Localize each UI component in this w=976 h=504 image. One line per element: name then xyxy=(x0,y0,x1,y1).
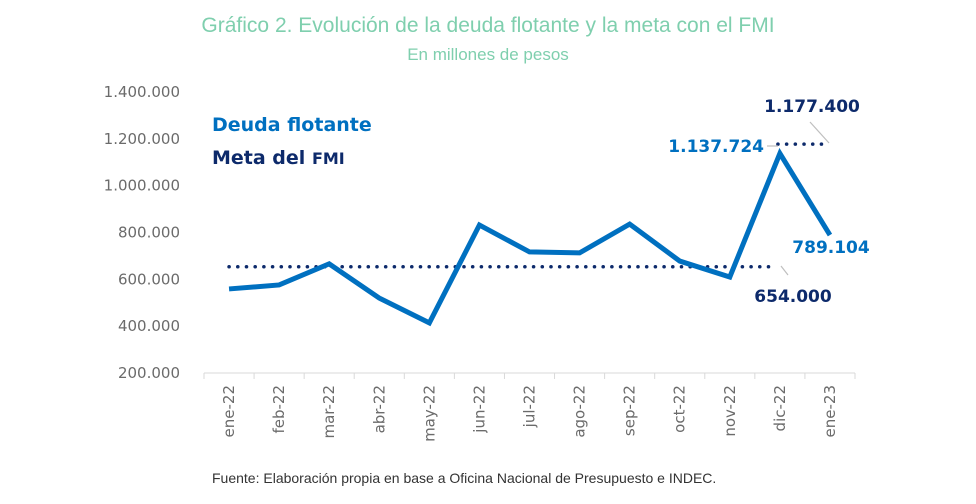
x-tick-label: nov-22 xyxy=(721,385,739,437)
y-tick-label: 1.200.000 xyxy=(104,130,180,148)
legend-meta-fmi: Meta del FMI xyxy=(212,147,345,169)
y-axis: 200.000 400.000 600.000 800.000 1.000.000 1.2… xyxy=(104,83,180,382)
leader-line xyxy=(809,121,830,144)
x-axis: ene-22 feb-22 mar-22 abr-22 may-22 jun-22 jul-… xyxy=(203,372,856,442)
annotation-deuda-ene23: 789.104 xyxy=(792,238,870,258)
y-tick-label: 600.000 xyxy=(118,270,180,288)
x-tick-label: ene-23 xyxy=(821,385,839,437)
deuda-flotante-series xyxy=(228,147,833,327)
x-tick-label: jul-22 xyxy=(521,385,539,428)
x-tick-label: feb-22 xyxy=(270,385,288,434)
leader-line xyxy=(780,265,789,276)
y-tick-label: 800.000 xyxy=(118,224,180,242)
x-tick-label: dic-22 xyxy=(771,385,789,431)
x-tick-label: mar-22 xyxy=(320,385,338,439)
legend-meta-fmi-abbr: FMI xyxy=(312,149,345,168)
deuda-flotante-line xyxy=(228,147,833,327)
x-tick-label: ago-22 xyxy=(571,385,589,438)
y-tick-label: 1.000.000 xyxy=(104,177,180,195)
annotation-meta-base: 654.000 xyxy=(754,287,832,307)
legend: Deuda flotante Meta del FMI xyxy=(212,114,372,169)
annotation-meta-dic: 1.177.400 xyxy=(764,97,860,117)
x-tick-label: sep-22 xyxy=(621,385,639,436)
x-tick-label: ene-22 xyxy=(220,385,238,437)
legend-meta-text: Meta del xyxy=(212,147,312,169)
y-tick-label: 1.400.000 xyxy=(104,83,180,101)
y-tick-label: 400.000 xyxy=(118,317,180,335)
chart-subtitle: En millones de pesos xyxy=(407,45,569,64)
meta-fmi-series xyxy=(227,142,827,269)
x-tick-label: oct-22 xyxy=(671,385,689,433)
y-tick-label: 200.000 xyxy=(118,364,180,382)
x-tick-label: jun-22 xyxy=(470,385,488,434)
x-tick-label: abr-22 xyxy=(370,385,388,433)
chart-title: Gráfico 2. Evolución de la deuda flotant… xyxy=(201,14,775,37)
annotation-deuda-dic: 1.137.724 xyxy=(668,137,764,157)
legend-deuda-flotante: Deuda flotante xyxy=(212,114,372,136)
x-tick-label: may-22 xyxy=(420,385,438,442)
source-note: Fuente: Elaboración propia en base a Ofi… xyxy=(212,470,717,486)
